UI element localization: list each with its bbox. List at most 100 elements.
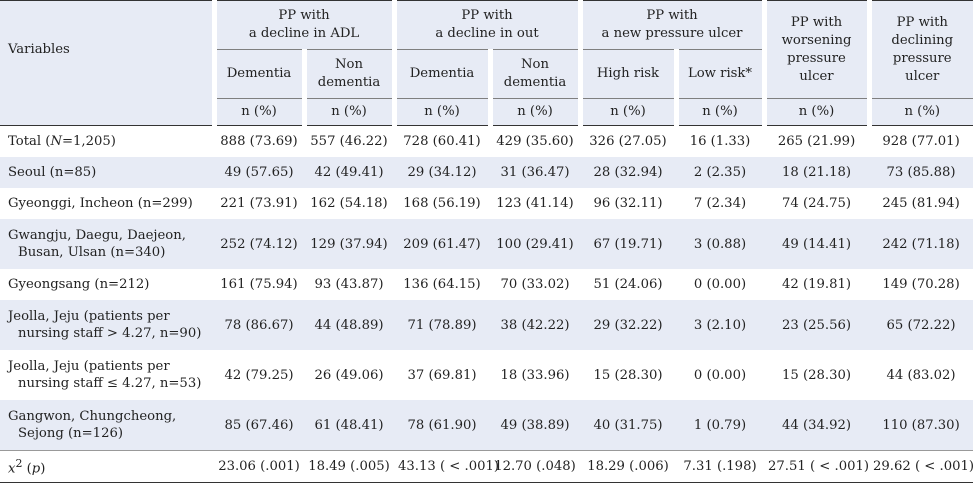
cell-value: 49 (57.65) xyxy=(214,157,304,188)
cell-value: 16 (1.33) xyxy=(676,125,765,157)
cell-value: 37 (69.81) xyxy=(407,367,477,383)
cell-value: 1 (0.79) xyxy=(676,400,765,451)
cell-value: 73 (85.88) xyxy=(869,157,974,188)
row-label: Gyeonggi, Incheon (n=299) xyxy=(8,196,193,211)
cell-value: 49 (14.41) xyxy=(764,219,870,269)
cell-value: 70 (33.02) xyxy=(500,277,570,292)
table-header: Variables PP with a decline in ADL PP wit… xyxy=(0,0,974,126)
table-row: Jeolla, Jeju (patients per nursing staff … xyxy=(0,350,973,400)
unit-label: n (%) xyxy=(577,98,676,126)
cell-value: 161 (75.94) xyxy=(220,277,298,292)
cell-value: 65 (72.22) xyxy=(869,300,974,350)
cell-value: 252 (74.12) xyxy=(214,219,304,269)
cell-value: 23 (25.56) xyxy=(764,300,870,350)
table-row: Jeolla, Jeju (patients per nursing staff … xyxy=(0,300,974,350)
unit-label: n (%) xyxy=(391,98,490,126)
cell-value: 129 (37.94) xyxy=(304,219,394,269)
cell-value: 23.06 (.001) xyxy=(214,450,304,483)
cell-value: 123 (41.14) xyxy=(496,196,574,211)
row-label: Jeolla, Jeju (patients per nursing staff … xyxy=(8,359,202,391)
cell-value: 42 (49.41) xyxy=(304,157,394,188)
cell-value: 26 (49.06) xyxy=(314,367,384,383)
new-ulcer-group-header: PP with a new pressure ulcer xyxy=(577,0,765,50)
cell-value: 85 (67.46) xyxy=(214,400,304,451)
adl-dementia-header: Dementia xyxy=(211,49,304,99)
cell-value: 15 (28.30) xyxy=(593,367,663,383)
cell-value: 18.29 (.006) xyxy=(580,450,676,483)
row-label: Total (N=1,205) xyxy=(0,125,214,157)
cell-value: 110 (87.30) xyxy=(869,400,974,451)
cell-value: 3 (2.10) xyxy=(676,300,765,350)
cell-value: 74 (24.75) xyxy=(782,196,852,211)
cell-value: 51 (24.06) xyxy=(593,277,663,292)
cell-value: 12.70 (.048) xyxy=(490,450,580,483)
cell-value: 7 (2.34) xyxy=(693,196,747,211)
cell-value: 49 (38.89) xyxy=(490,400,580,451)
cell-value: 71 (78.89) xyxy=(394,300,490,350)
cell-value: 96 (32.11) xyxy=(593,196,663,211)
cell-value: 0 (0.00) xyxy=(693,367,747,383)
unit-label: n (%) xyxy=(673,98,765,126)
cell-value: 27.51 ( < .001) xyxy=(764,450,869,483)
row-label: Gwangju, Daegu, Daejeon, Busan, Ulsan (n=… xyxy=(0,219,214,269)
cell-value: 245 (81.94) xyxy=(882,196,960,211)
variables-unit-blank xyxy=(0,98,214,126)
cell-value: 429 (35.60) xyxy=(490,125,580,157)
cell-value: 888 (73.69) xyxy=(214,125,304,157)
table-row: Seoul (n=85) 49 (57.65) 42 (49.41) 29 (34.1… xyxy=(0,157,974,188)
inout-group-header: PP with a decline in out xyxy=(391,0,580,50)
cell-value: 149 (70.28) xyxy=(882,277,960,292)
cell-value: 31 (36.47) xyxy=(490,157,580,188)
table-row: Gyeongsang (n=212) 161 (75.94) 93 (43.87) 1… xyxy=(0,269,973,300)
table-body: Total (N=1,205) 888 (73.69) 557 (46.22) 728… xyxy=(0,125,974,483)
row-label: Seoul (n=85) xyxy=(0,157,214,188)
row-label: Jeolla, Jeju (patients per nursing staff … xyxy=(0,300,214,350)
cell-value: 557 (46.22) xyxy=(304,125,394,157)
worsening-ulcer-header: PP with worsening pressure ulcer xyxy=(761,0,870,99)
inout-non-dementia-header: Non dementia xyxy=(487,49,580,99)
adl-non-dementia-header: Non dementia xyxy=(301,49,394,99)
row-label: Gyeongsang (n=212) xyxy=(8,277,150,292)
table-row: Total (N=1,205) 888 (73.69) 557 (46.22) 728… xyxy=(0,125,974,157)
cell-value: 44 (83.02) xyxy=(886,367,956,383)
inout-dementia-header: Dementia xyxy=(391,49,490,99)
cell-value: 40 (31.75) xyxy=(580,400,676,451)
cell-value: 18 (21.18) xyxy=(764,157,870,188)
cell-value: 42 (79.25) xyxy=(224,367,294,383)
cell-value: 67 (19.71) xyxy=(580,219,676,269)
cell-value: 265 (21.99) xyxy=(764,125,870,157)
cell-value: 2 (2.35) xyxy=(676,157,765,188)
cell-value: 43.13 ( < .001) xyxy=(394,450,499,483)
unit-label: n (%) xyxy=(487,98,580,126)
cell-value: 0 (0.00) xyxy=(693,277,747,292)
cell-value: 61 (48.41) xyxy=(304,400,394,451)
row-label: x2 (p) xyxy=(0,450,214,483)
cell-value: 100 (29.41) xyxy=(490,219,580,269)
cell-value: 928 (77.01) xyxy=(869,125,974,157)
cell-value: 162 (54.18) xyxy=(310,196,388,211)
low-risk-header: Low risk* xyxy=(673,49,765,99)
cell-value: 78 (86.67) xyxy=(214,300,304,350)
cell-value: 209 (61.47) xyxy=(394,219,490,269)
adl-group-header: PP with a decline in ADL xyxy=(211,0,394,50)
cell-value: 728 (60.41) xyxy=(394,125,490,157)
cell-value: 3 (0.88) xyxy=(676,219,765,269)
unit-label: n (%) xyxy=(761,98,870,126)
cell-value: 221 (73.91) xyxy=(220,196,298,211)
unit-label: n (%) xyxy=(211,98,304,126)
declining-ulcer-header: PP with declining pressure ulcer xyxy=(866,0,974,99)
cell-value: 42 (19.81) xyxy=(782,277,852,292)
table-row: Gwangju, Daegu, Daejeon, Busan, Ulsan (n=… xyxy=(0,219,974,269)
cell-value: 18.49 (.005) xyxy=(304,450,394,483)
variables-header: Variables xyxy=(0,0,214,99)
cell-value: 136 (64.15) xyxy=(403,277,481,292)
cell-value: 29 (32.22) xyxy=(580,300,676,350)
cell-value: 168 (56.19) xyxy=(403,196,481,211)
cell-value: 15 (28.30) xyxy=(782,367,852,383)
cell-value: 29.62 ( < .001) xyxy=(869,450,974,483)
cell-value: 93 (43.87) xyxy=(314,277,384,292)
cell-value: 44 (34.92) xyxy=(764,400,870,451)
cell-value: 44 (48.89) xyxy=(304,300,394,350)
